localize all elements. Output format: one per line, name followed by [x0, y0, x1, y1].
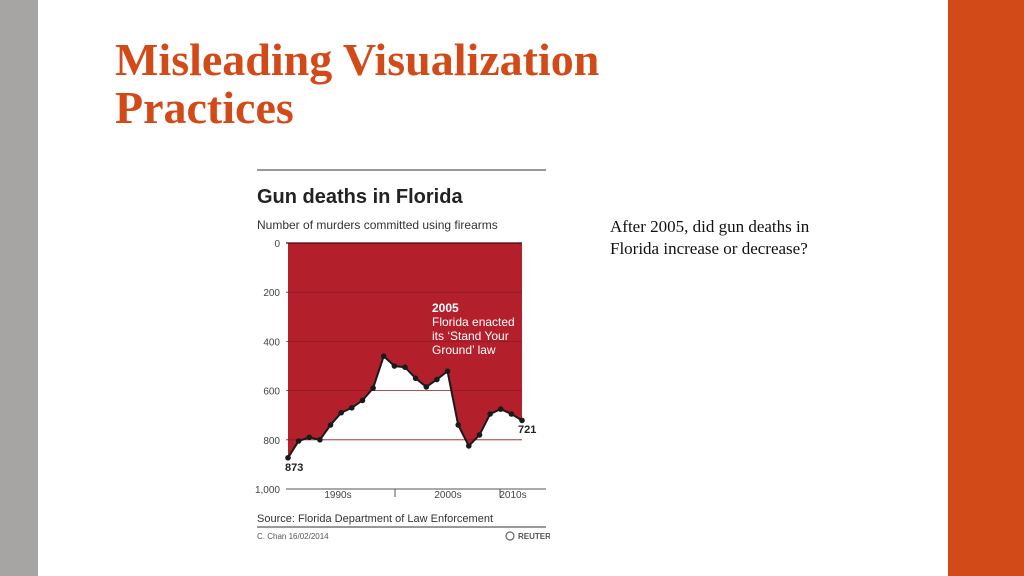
- last-value-label: 721: [518, 424, 536, 436]
- left-accent-bar: [0, 0, 38, 576]
- data-point-1995: [338, 409, 344, 416]
- reuters-logo-icon: [505, 531, 515, 541]
- right-accent-bar: [948, 0, 1024, 576]
- slide-title-line-2: Practices: [115, 82, 294, 133]
- x-tick-label-1990s: 1990s: [324, 490, 351, 501]
- annotation-line-1: Florida enacted: [432, 315, 515, 329]
- y-tick-label-1000: 1,000: [255, 485, 280, 496]
- chart-subtitle: Number of murders committed using firear…: [257, 218, 498, 232]
- y-tick-label-400: 400: [263, 337, 280, 348]
- gridlines: [286, 242, 522, 441]
- annotation-year: 2005: [432, 301, 459, 315]
- data-point-1992: [306, 434, 313, 441]
- data-point-1998: [370, 385, 376, 391]
- chart-credit: C. Chan 16/02/2014: [257, 532, 329, 541]
- y-tick-label-800: 800: [263, 436, 280, 447]
- data-point-2008: [476, 432, 483, 438]
- area-fill: [288, 243, 522, 458]
- data-point-1993: [317, 437, 323, 443]
- chart-source: Source: Florida Department of Law Enforc…: [257, 513, 493, 525]
- data-point-1991: [295, 438, 302, 444]
- reuters-logo-text: REUTERS: [518, 532, 550, 541]
- data-point-1999: [380, 353, 387, 359]
- data-point-2000: [391, 363, 398, 369]
- data-point-2009: [487, 411, 493, 417]
- data-point-1990: [285, 455, 291, 461]
- chart-title: Gun deaths in Florida: [257, 186, 463, 208]
- data-point-2004: [434, 376, 440, 383]
- y-tick-label-600: 600: [263, 387, 280, 398]
- data-point-2001: [402, 364, 408, 370]
- slide-title: Misleading Visualization Practices: [115, 36, 599, 132]
- data-point-2003: [423, 384, 430, 390]
- data-point-2011: [508, 411, 515, 417]
- data-point-1997: [359, 397, 366, 404]
- data-point-2012: [519, 417, 525, 424]
- data-point-2002: [412, 375, 419, 382]
- y-axis-tick-labels: 0 200 400 600 800 1,000: [255, 239, 280, 496]
- gun-deaths-chart: Gun deaths in Florida Number of murders …: [255, 169, 550, 541]
- annotation-line-2: its ‘Stand Your: [432, 329, 509, 343]
- question-text: After 2005, did gun deaths in Florida in…: [610, 217, 810, 258]
- y-tick-label-200: 200: [263, 288, 280, 299]
- y-tick-label-0: 0: [274, 239, 280, 250]
- data-point-1996: [349, 405, 355, 411]
- first-value-label: 873: [285, 462, 303, 474]
- data-point-2007: [466, 443, 472, 449]
- data-point-2005: [444, 368, 451, 374]
- data-points: [285, 353, 525, 461]
- data-point-1994: [327, 422, 334, 428]
- plot-area: 0 200 400 600 800 1,000: [255, 239, 525, 496]
- data-point-2010: [497, 406, 504, 412]
- slide-title-line-1: Misleading Visualization: [115, 34, 600, 85]
- x-tick-label-2010s: 2010s: [499, 490, 526, 501]
- data-point-2006: [455, 422, 461, 428]
- annotation-line-3: Ground’ law: [432, 343, 496, 357]
- x-tick-label-2000s: 2000s: [434, 490, 461, 501]
